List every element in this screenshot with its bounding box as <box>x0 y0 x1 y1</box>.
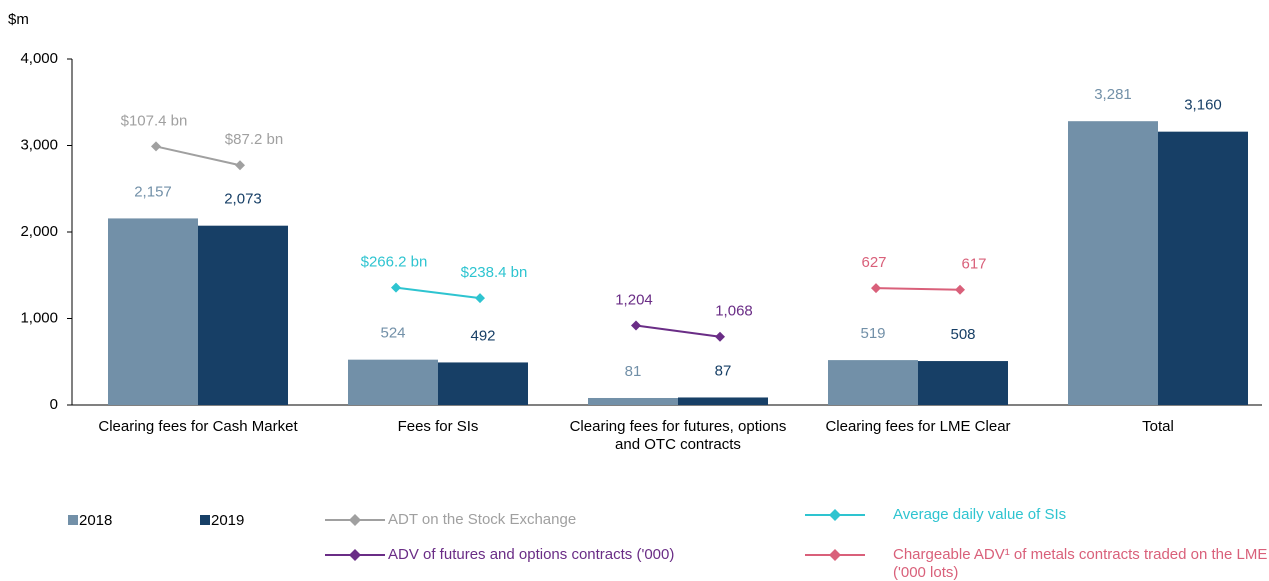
y-tick-label: 3,000 <box>20 136 58 153</box>
legend-label: Chargeable ADV¹ of metals contracts trad… <box>893 546 1268 581</box>
legend-marker <box>829 509 841 521</box>
line-series <box>875 287 961 291</box>
bar-value-label: 492 <box>470 327 495 344</box>
line-point <box>391 282 401 293</box>
x-tick-label: Fees for SIs <box>397 418 479 435</box>
line-value-label: 627 <box>861 254 886 271</box>
x-tick-label: Clearing fees for Cash Market <box>98 418 298 435</box>
bar <box>348 359 438 405</box>
bar-value-label: 3,281 <box>1094 86 1132 103</box>
bar-value-label: 2,157 <box>134 183 172 200</box>
line-value-label: $107.4 bn <box>121 112 188 129</box>
line-value-label: $87.2 bn <box>225 131 283 148</box>
bar-value-label: 87 <box>715 362 732 379</box>
legend-marker <box>349 514 361 526</box>
line-series <box>635 324 721 338</box>
line-point <box>631 320 641 331</box>
bar <box>198 225 288 405</box>
legend-label: ADV of futures and options contracts ('0… <box>388 546 675 563</box>
y-tick-label: 0 <box>50 396 58 413</box>
bar-value-label: 519 <box>860 325 885 342</box>
bar-value-label: 3,160 <box>1184 97 1222 114</box>
y-tick-label: 2,000 <box>20 223 58 240</box>
y-axis-label: $m <box>8 11 29 28</box>
x-tick-label: Clearing fees for LME Clear <box>825 418 1011 435</box>
line-series <box>395 286 481 300</box>
line-value-label: 1,204 <box>615 291 653 308</box>
legend-swatch <box>200 515 210 525</box>
line-series <box>155 145 241 167</box>
legend-swatch <box>68 515 78 525</box>
line-point <box>235 160 245 171</box>
y-tick-label: 1,000 <box>20 309 58 326</box>
legend-label: ADT on the Stock Exchange <box>388 511 577 528</box>
line-value-label: 617 <box>961 256 986 273</box>
line-value-label: 1,068 <box>715 303 753 320</box>
y-tick-label: 4,000 <box>20 50 58 67</box>
line-point <box>955 284 965 295</box>
legend-marker <box>829 549 841 561</box>
bar-value-label: 524 <box>380 325 405 342</box>
bar <box>678 397 768 405</box>
bar <box>588 397 678 405</box>
legend-label: Average daily value of SIs <box>893 506 1067 523</box>
bar <box>108 218 198 405</box>
legend-label: 2019 <box>211 512 244 529</box>
legend-marker <box>349 549 361 561</box>
bar-value-label: 508 <box>950 326 975 343</box>
line-point <box>151 141 161 152</box>
bar <box>1068 121 1158 406</box>
x-tick-label: Clearing fees for futures, options and O… <box>569 418 787 453</box>
line-point <box>715 331 725 342</box>
line-value-label: $238.4 bn <box>461 264 528 281</box>
bar <box>438 362 528 405</box>
bar <box>918 361 1008 405</box>
bar <box>1158 131 1248 405</box>
line-point <box>475 293 485 304</box>
legend-label: 2018 <box>79 512 112 529</box>
bar-value-label: 2,073 <box>224 191 262 208</box>
line-point <box>871 283 881 294</box>
bar-value-label: 81 <box>625 363 642 380</box>
x-tick-label: Total <box>1142 418 1174 435</box>
bar <box>828 360 918 405</box>
line-value-label: $266.2 bn <box>361 254 428 271</box>
